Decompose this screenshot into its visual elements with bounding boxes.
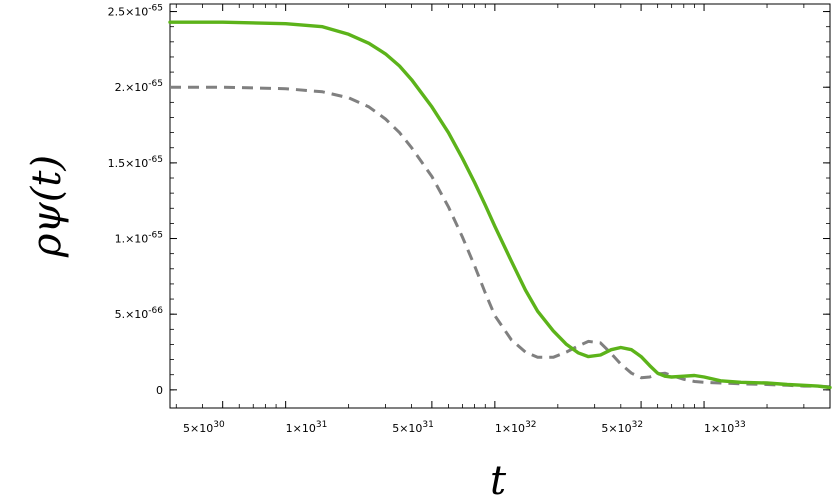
solid-green-series-line: [168, 20, 832, 390]
y-tick-label: 2.×10-65: [115, 79, 163, 94]
y-tick-label: 0: [156, 384, 163, 397]
x-tick-label: 1×1031: [286, 420, 328, 435]
x-tick-label: 5×1030: [183, 420, 225, 435]
x-tick-label: 1×1032: [495, 420, 537, 435]
y-axis-ticks: 0 5.×10-66 1.×10-65 1.5×10-65 2.×10-65 2.5×10…: [108, 4, 830, 397]
dashed-gray-series-line: [170, 85, 831, 389]
y-axis-title-group: ρψ(t): [24, 155, 70, 258]
y-tick-label: 1.×10-65: [115, 231, 163, 246]
y-tick-label: 2.5×10-65: [108, 4, 163, 19]
x-tick-label: 1×1033: [704, 420, 746, 435]
series-layer: [168, 20, 832, 390]
x-tick-label: 5×1031: [392, 420, 434, 435]
y-tick-label: 1.5×10-65: [108, 155, 163, 170]
y-axis-title: ρψ(t): [24, 155, 70, 258]
plot-frame: [169, 3, 831, 409]
x-tick-label: 5×1032: [601, 420, 643, 435]
y-tick-label: 5.×10-66: [115, 306, 164, 321]
x-axis-ticks: 5×1030 1×1031 5×1031 1×1032 5×1032 1×1033: [175, 4, 831, 435]
x-axis-title: t: [490, 458, 507, 500]
